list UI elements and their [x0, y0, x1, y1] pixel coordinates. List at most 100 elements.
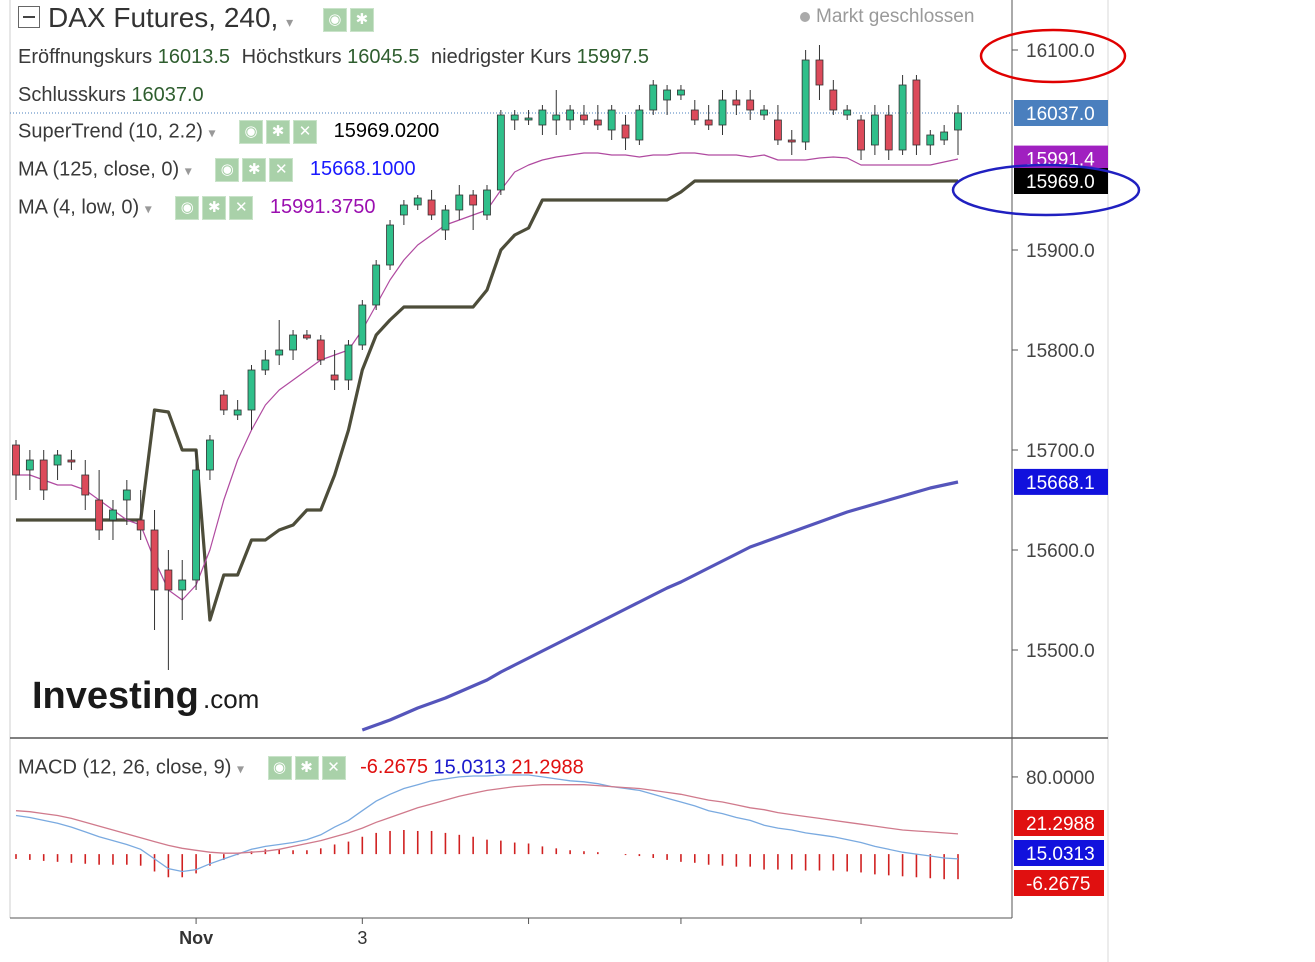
indicator-ma125[interactable]: MA (125, close, 0) ▾ ◉ ✱ ✕ 15668.1000	[18, 158, 416, 182]
candle	[704, 105, 713, 130]
candle-body	[552, 114, 561, 121]
macd-line	[15, 774, 959, 873]
candle-body	[940, 131, 949, 141]
candle	[566, 105, 575, 130]
candle	[192, 450, 200, 590]
price-tick-label: 15700.0	[1026, 441, 1095, 462]
indicator-value: 15969.0200	[333, 120, 440, 143]
candle-body	[510, 114, 519, 121]
candle	[801, 50, 810, 150]
indicator-supertrend[interactable]: SuperTrend (10, 2.2) ▾ ◉ ✱ ✕ 15969.0200	[18, 120, 439, 144]
candle-body	[372, 264, 381, 306]
candle	[122, 480, 131, 525]
macd-signal-value: 21.2988	[511, 756, 584, 779]
candle	[940, 125, 949, 145]
low-value: 15997.5	[576, 46, 649, 68]
macd-marker-box	[1014, 870, 1104, 896]
gear-icon[interactable]: ✱	[242, 158, 267, 182]
candle-body	[524, 117, 533, 121]
candle-body	[178, 579, 187, 591]
chevron-down-icon[interactable]: ▾	[144, 200, 152, 217]
candle-body	[926, 134, 935, 146]
candle-body	[399, 204, 408, 216]
candle	[635, 105, 644, 145]
eye-icon[interactable]: ◉	[215, 158, 240, 182]
candle	[829, 80, 838, 115]
macd-marker-box	[1014, 810, 1104, 836]
close-icon[interactable]: ✕	[293, 120, 318, 144]
eye-icon[interactable]: ◉	[239, 120, 264, 144]
chevron-down-icon[interactable]: ▾	[208, 124, 216, 141]
collapse-icon[interactable]	[18, 5, 40, 28]
candle-body	[774, 119, 782, 141]
candle	[732, 90, 741, 115]
candle-body	[538, 109, 547, 126]
chart-title-text: DAX Futures, 240,	[48, 2, 279, 33]
indicator-label: MACD (12, 26, close, 9)	[18, 756, 232, 779]
candle	[455, 185, 464, 220]
gear-icon[interactable]: ✱	[266, 120, 291, 144]
open-value: 16013.5	[157, 46, 231, 68]
gear-icon[interactable]: ✱	[349, 7, 374, 32]
candle	[261, 350, 270, 375]
gear-icon[interactable]: ✱	[202, 196, 227, 220]
eye-icon[interactable]: ◉	[267, 756, 292, 780]
candle	[677, 85, 685, 100]
macd-marker-label: 21.2988	[1026, 814, 1095, 835]
candle	[67, 450, 76, 470]
candle-body	[580, 114, 588, 121]
candle	[81, 460, 90, 510]
eye-icon[interactable]: ◉	[322, 7, 347, 32]
candle-body	[39, 459, 48, 491]
candle	[483, 185, 491, 220]
macd-line-value: 15.0313	[433, 756, 506, 779]
candle-body	[496, 114, 505, 191]
candle-body	[829, 89, 838, 111]
high-label: Höchstkurs	[241, 46, 342, 68]
candle-body	[649, 84, 658, 111]
candle	[164, 550, 173, 670]
time-tick-label: Nov	[179, 928, 213, 948]
macd-signal-line	[15, 784, 959, 854]
candle	[206, 435, 214, 480]
candle-body	[303, 334, 311, 339]
time-tick-label: 3	[357, 928, 367, 948]
eye-icon[interactable]: ◉	[175, 196, 200, 220]
candle-body	[593, 119, 602, 126]
chevron-down-icon[interactable]: ▾	[184, 162, 192, 179]
candle	[760, 105, 768, 120]
candle	[884, 105, 893, 160]
indicator-macd[interactable]: MACD (12, 26, close, 9) ▾ ◉ ✱ ✕ -6.2675 15…	[18, 756, 584, 780]
chart-title[interactable]: DAX Futures, 240, ▾ ◉ ✱	[18, 2, 377, 34]
candle-body	[760, 109, 768, 116]
price-marker-label: 15668.1	[1026, 473, 1095, 494]
candle	[649, 80, 658, 115]
candle-body	[787, 139, 796, 143]
macd-marker-label: 15.0313	[1026, 844, 1095, 865]
candle-body	[455, 194, 464, 211]
candle-body	[164, 569, 173, 591]
candle	[316, 335, 325, 365]
candle	[898, 75, 907, 155]
candle-body	[275, 349, 284, 356]
chevron-down-icon[interactable]: ▾	[236, 760, 245, 777]
candle	[233, 400, 242, 420]
candle	[746, 90, 755, 120]
chevron-down-icon[interactable]: ▾	[286, 14, 294, 30]
close-icon[interactable]: ✕	[321, 756, 346, 780]
candle-body	[247, 369, 256, 411]
close-icon[interactable]: ✕	[269, 158, 294, 182]
candle-body	[289, 334, 297, 351]
gear-icon[interactable]: ✱	[294, 756, 319, 780]
indicator-ma4[interactable]: MA (4, low, 0) ▾ ◉ ✱ ✕ 15991.3750	[18, 196, 376, 220]
candle	[469, 190, 478, 230]
price-marker-box	[1014, 168, 1108, 194]
candle-body	[857, 119, 865, 151]
candle	[787, 130, 796, 155]
price-marker-box	[1014, 468, 1108, 495]
market-status: Markt geschlossen	[800, 6, 974, 28]
price-tick-label: 15500.0	[1026, 641, 1095, 662]
candle	[178, 560, 187, 620]
close-icon[interactable]: ✕	[229, 196, 254, 220]
